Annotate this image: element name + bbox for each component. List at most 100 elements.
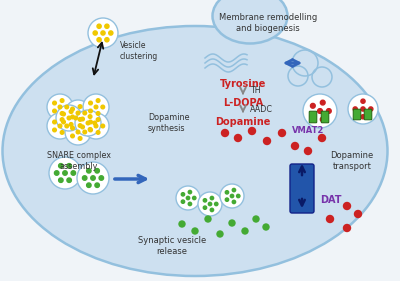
Circle shape: [318, 135, 326, 142]
Circle shape: [186, 196, 190, 200]
Circle shape: [101, 31, 105, 35]
Circle shape: [101, 124, 104, 128]
Circle shape: [71, 107, 74, 111]
Circle shape: [71, 126, 74, 130]
Circle shape: [222, 130, 228, 137]
Circle shape: [76, 130, 80, 134]
Circle shape: [65, 119, 91, 145]
Circle shape: [205, 216, 211, 222]
Circle shape: [76, 111, 80, 115]
Circle shape: [93, 31, 97, 35]
Circle shape: [210, 208, 214, 212]
Circle shape: [95, 169, 99, 173]
Circle shape: [225, 198, 229, 201]
Circle shape: [58, 124, 62, 128]
Circle shape: [82, 176, 87, 180]
Circle shape: [105, 38, 109, 42]
Circle shape: [320, 117, 325, 122]
Circle shape: [179, 221, 185, 227]
Circle shape: [74, 116, 78, 120]
Circle shape: [71, 115, 74, 119]
Circle shape: [53, 101, 56, 105]
Circle shape: [326, 216, 334, 223]
FancyBboxPatch shape: [290, 164, 314, 213]
Circle shape: [60, 99, 64, 102]
Circle shape: [310, 103, 315, 108]
Circle shape: [78, 137, 82, 140]
Circle shape: [344, 225, 350, 232]
Circle shape: [62, 112, 65, 116]
Circle shape: [87, 183, 91, 187]
Circle shape: [94, 105, 98, 109]
Circle shape: [217, 231, 223, 237]
Circle shape: [176, 186, 200, 210]
Circle shape: [320, 100, 325, 105]
Circle shape: [248, 128, 256, 135]
Circle shape: [101, 105, 104, 109]
Circle shape: [188, 191, 192, 194]
Circle shape: [234, 135, 242, 142]
Circle shape: [65, 105, 68, 109]
Circle shape: [192, 196, 196, 200]
Text: VMAT2: VMAT2: [292, 126, 324, 135]
Circle shape: [188, 202, 192, 206]
Circle shape: [232, 200, 236, 204]
Text: Tyrosine: Tyrosine: [220, 79, 266, 89]
Circle shape: [208, 202, 212, 206]
Circle shape: [81, 125, 84, 129]
Circle shape: [263, 224, 269, 230]
Circle shape: [59, 164, 63, 168]
Circle shape: [87, 169, 91, 173]
Circle shape: [81, 117, 84, 121]
Circle shape: [60, 118, 64, 121]
Circle shape: [69, 123, 73, 126]
Circle shape: [229, 220, 235, 226]
Text: Dopamine: Dopamine: [215, 117, 271, 127]
Circle shape: [83, 94, 109, 120]
Circle shape: [278, 130, 286, 137]
Circle shape: [96, 112, 100, 115]
Circle shape: [344, 203, 350, 210]
Text: AADC: AADC: [250, 105, 273, 114]
Circle shape: [318, 109, 322, 113]
Circle shape: [47, 94, 73, 120]
Circle shape: [96, 99, 100, 102]
Ellipse shape: [2, 26, 388, 276]
Text: TH: TH: [250, 86, 261, 95]
Circle shape: [97, 38, 101, 42]
Circle shape: [94, 124, 98, 128]
Text: Synaptic vesicle
release: Synaptic vesicle release: [138, 236, 206, 256]
Circle shape: [47, 113, 73, 139]
Circle shape: [361, 107, 365, 111]
FancyBboxPatch shape: [364, 109, 372, 120]
Circle shape: [310, 114, 315, 119]
Text: Membrane remodelling
and biogenesis: Membrane remodelling and biogenesis: [219, 13, 317, 33]
FancyBboxPatch shape: [309, 111, 317, 123]
Circle shape: [89, 109, 92, 113]
Circle shape: [89, 128, 92, 132]
Circle shape: [56, 105, 82, 131]
Circle shape: [53, 120, 56, 124]
Circle shape: [77, 162, 109, 194]
Circle shape: [88, 128, 92, 131]
Circle shape: [96, 131, 100, 134]
FancyBboxPatch shape: [353, 109, 361, 120]
Circle shape: [62, 120, 65, 124]
Circle shape: [63, 171, 67, 175]
Circle shape: [181, 193, 185, 196]
Circle shape: [93, 121, 96, 125]
Text: L-DOPA: L-DOPA: [223, 98, 263, 108]
FancyBboxPatch shape: [321, 111, 329, 123]
Circle shape: [89, 120, 92, 124]
Circle shape: [303, 94, 337, 128]
Circle shape: [109, 31, 113, 35]
Circle shape: [232, 188, 236, 192]
Circle shape: [203, 206, 207, 209]
Circle shape: [78, 105, 82, 108]
Circle shape: [230, 194, 234, 198]
Circle shape: [304, 148, 312, 155]
Circle shape: [88, 115, 92, 118]
Ellipse shape: [212, 0, 288, 44]
Circle shape: [53, 109, 56, 113]
Circle shape: [225, 191, 229, 194]
